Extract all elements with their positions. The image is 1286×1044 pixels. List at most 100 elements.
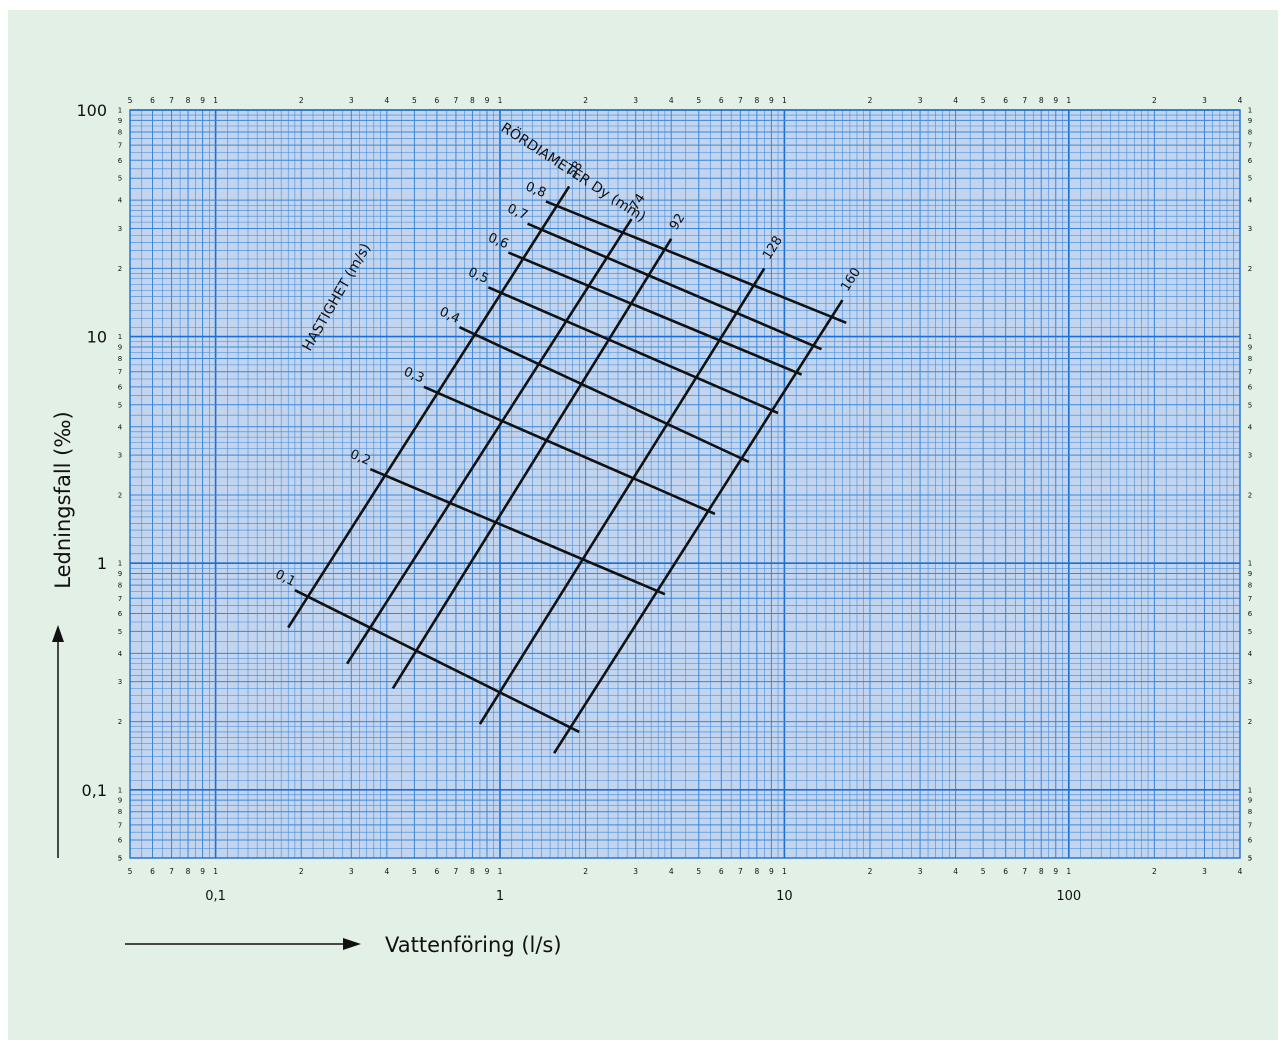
y-minor-tick-label-left: 5 [118, 175, 122, 183]
y-minor-tick-label-left: 1 [118, 107, 122, 115]
y-minor-tick-label-right: 9 [1248, 117, 1252, 125]
x-minor-tick-label-bottom: 2 [1152, 867, 1157, 876]
x-major-tick-label: 0,1 [205, 889, 226, 904]
x-major-tick-label: 10 [776, 889, 793, 904]
x-minor-tick-label-top: 6 [150, 96, 155, 105]
y-minor-tick-label-left: 9 [118, 343, 122, 351]
x-minor-tick-label-bottom: 5 [412, 867, 417, 876]
x-minor-tick-label-top: 9 [769, 96, 774, 105]
plot-area [130, 110, 1240, 858]
y-minor-tick-label-right: 3 [1248, 225, 1252, 233]
x-axis-arrow [125, 938, 361, 950]
x-minor-tick-label-bottom: 4 [1238, 867, 1243, 876]
y-minor-tick-label-right: 9 [1248, 343, 1252, 351]
y-minor-tick-label-right: 8 [1248, 128, 1252, 136]
x-minor-tick-label-top: 4 [953, 96, 958, 105]
x-minor-tick-label-bottom: 8 [1039, 867, 1044, 876]
y-minor-tick-label-left: 6 [118, 383, 123, 391]
x-minor-tick-label-top: 4 [1238, 96, 1243, 105]
x-minor-tick-label-top: 1 [498, 96, 503, 105]
x-minor-tick-label-bottom: 7 [738, 867, 743, 876]
y-minor-tick-label-right: 7 [1248, 142, 1252, 150]
y-major-tick-label: 100 [76, 101, 107, 120]
x-minor-tick-label-top: 6 [719, 96, 724, 105]
x-minor-tick-label-bottom: 3 [633, 867, 638, 876]
x-minor-tick-label-top: 8 [470, 96, 475, 105]
diameter-line [553, 299, 844, 754]
x-minor-tick-label-top: 8 [1039, 96, 1044, 105]
y-minor-tick-label-left: 1 [118, 333, 122, 341]
velocity-line [294, 589, 580, 734]
y-minor-tick-label-right: 8 [1248, 355, 1252, 363]
x-minor-tick-label-top: 1 [1066, 96, 1071, 105]
x-minor-tick-label-top: 8 [754, 96, 759, 105]
x-minor-tick-label-top: 5 [412, 96, 417, 105]
y-minor-tick-label-left: 4 [118, 650, 123, 658]
velocity-line [423, 385, 716, 516]
y-minor-tick-label-left: 1 [118, 560, 122, 568]
x-minor-tick-label-top: 3 [1202, 96, 1207, 105]
y-major-tick-label: 0,1 [82, 781, 107, 800]
x-minor-tick-label-bottom: 3 [349, 867, 354, 876]
y-minor-tick-label-right: 5 [1248, 855, 1252, 863]
y-axis-title: Ledningsfall (‰) [51, 411, 75, 588]
y-minor-tick-label-left: 5 [118, 401, 122, 409]
x-minor-tick-label-top: 1 [213, 96, 218, 105]
y-minor-tick-label-right: 8 [1248, 808, 1252, 816]
y-minor-tick-label-right: 7 [1248, 595, 1252, 603]
diameter-line [478, 267, 766, 725]
y-minor-tick-label-left: 2 [118, 718, 122, 726]
x-minor-tick-label-bottom: 8 [754, 867, 759, 876]
tick-labels: 5566778899112233445566778899112233445566… [76, 96, 1252, 904]
y-minor-tick-label-left: 3 [118, 678, 122, 686]
velocity-line [545, 200, 847, 325]
y-minor-tick-label-left: 9 [118, 117, 122, 125]
x-minor-tick-label-top: 7 [738, 96, 743, 105]
grid [129, 109, 1241, 859]
x-minor-tick-label-top: 3 [349, 96, 354, 105]
x-minor-tick-label-bottom: 5 [696, 867, 701, 876]
x-minor-tick-label-bottom: 4 [669, 867, 674, 876]
x-minor-tick-label-bottom: 1 [1066, 867, 1071, 876]
y-minor-tick-label-right: 5 [1248, 855, 1252, 863]
x-minor-tick-label-top: 2 [299, 96, 304, 105]
plot-frame [129, 109, 1241, 859]
x-minor-tick-label-bottom: 2 [868, 867, 873, 876]
y-minor-tick-label-right: 1 [1248, 107, 1252, 115]
x-minor-tick-label-top: 9 [1053, 96, 1058, 105]
y-minor-tick-label-right: 1 [1248, 786, 1252, 794]
x-minor-tick-label-bottom: 4 [953, 867, 958, 876]
x-minor-tick-label-bottom: 6 [435, 867, 440, 876]
x-minor-tick-label-bottom: 5 [128, 867, 133, 876]
y-minor-tick-label-left: 8 [118, 128, 122, 136]
y-minor-tick-label-right: 5 [1248, 401, 1252, 409]
y-minor-tick-label-left: 5 [118, 855, 122, 863]
x-minor-tick-label-top: 3 [633, 96, 638, 105]
x-minor-tick-label-top: 6 [1003, 96, 1008, 105]
x-minor-tick-label-top: 7 [454, 96, 459, 105]
y-minor-tick-label-right: 3 [1248, 678, 1252, 686]
y-minor-tick-label-left: 4 [118, 197, 123, 205]
x-minor-tick-label-top: 7 [1022, 96, 1027, 105]
y-minor-tick-label-left: 8 [118, 808, 122, 816]
x-minor-tick-label-bottom: 3 [1202, 867, 1207, 876]
x-minor-tick-label-top: 5 [981, 96, 986, 105]
y-minor-tick-label-right: 6 [1248, 383, 1253, 391]
x-minor-tick-label-top: 4 [669, 96, 674, 105]
x-minor-tick-label-bottom: 3 [918, 867, 923, 876]
y-minor-tick-label-left: 5 [118, 855, 122, 863]
x-minor-tick-label-top: 8 [186, 96, 191, 105]
x-minor-tick-label-bottom: 4 [384, 867, 389, 876]
diameter-line [391, 238, 673, 690]
x-minor-tick-label-top: 2 [868, 96, 873, 105]
y-minor-tick-label-left: 6 [118, 157, 123, 165]
y-minor-tick-label-left: 4 [118, 423, 123, 431]
diameter-label: 58 [565, 159, 587, 181]
y-minor-tick-label-left: 5 [118, 628, 122, 636]
y-minor-tick-label-left: 6 [118, 837, 123, 845]
y-minor-tick-label-left: 7 [118, 595, 122, 603]
y-axis-arrow [52, 625, 64, 858]
y-minor-tick-label-left: 9 [118, 570, 122, 578]
y-minor-tick-label-left: 9 [118, 797, 122, 805]
